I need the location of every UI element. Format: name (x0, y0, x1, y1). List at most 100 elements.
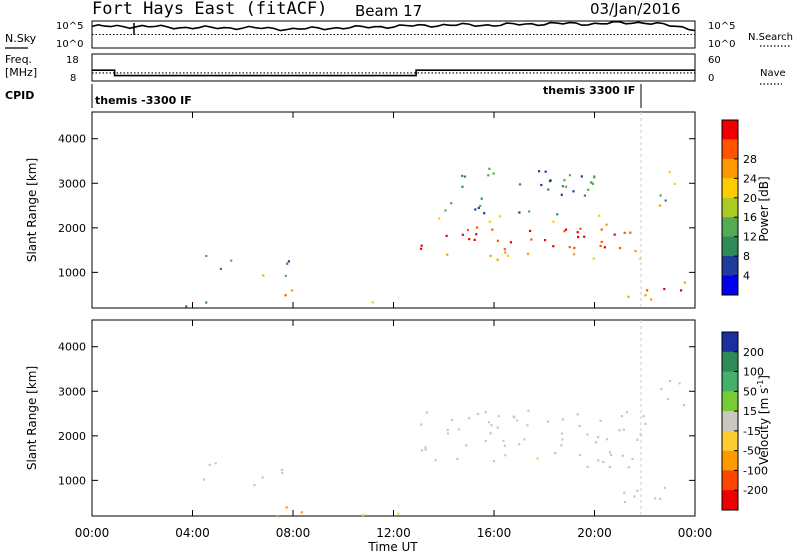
x-tick-label: 16:00 (477, 526, 512, 540)
colorbar-segment (722, 256, 738, 276)
scatter-cell (547, 188, 550, 191)
colorbar-segment (722, 158, 738, 179)
scatter-cell (578, 425, 581, 428)
scatter-cell (506, 254, 509, 257)
beam-title: Beam 17 (355, 2, 422, 20)
scatter-cell (682, 404, 685, 407)
freq-line (92, 69, 695, 77)
scatter-cell (561, 438, 564, 441)
freq-strip-frame (91, 53, 696, 82)
scatter-cell (560, 432, 564, 435)
scatter-cell (419, 247, 423, 250)
cpid-label: CPID (5, 89, 34, 102)
scatter-cell (578, 453, 581, 457)
freq-strip: Freq. [MHz] 18 8 60 0 Nave (5, 53, 786, 85)
scatter-cell (608, 451, 612, 454)
scatter-cell (425, 411, 428, 414)
velocity-colorbar: 200 100 50 15 -15 -50 -100 -200 (721, 331, 768, 511)
scatter-cell (468, 417, 471, 420)
scatter-cell (497, 415, 500, 418)
nsky-line (91, 20, 696, 32)
scatter-cell (208, 463, 211, 466)
scatter-cell (576, 231, 579, 234)
scatter-cell (446, 253, 449, 256)
scatter-cell (639, 257, 642, 260)
scatter-cell (499, 215, 502, 218)
scatter-cell (528, 210, 531, 213)
colorbar-segment (722, 411, 738, 432)
colorbar-segment (722, 490, 738, 511)
velocity-scatter (202, 379, 685, 518)
scatter-cell (561, 185, 564, 188)
y-tick-label: 3000 (58, 385, 86, 398)
scatter-cell (420, 449, 423, 452)
scatter-cell (529, 229, 532, 232)
scatter-cell (479, 204, 482, 207)
scatter-cell (476, 226, 479, 229)
scatter-cell (287, 260, 290, 263)
scatter-cell (599, 419, 602, 422)
colorbar-tick-label: 16 (743, 211, 757, 224)
colorbar-segment (722, 217, 738, 238)
scatter-cell (261, 476, 264, 479)
scatter-cell (253, 484, 256, 487)
scatter-cell (205, 254, 208, 258)
scatter-cell (473, 238, 476, 241)
scatter-cell (466, 228, 469, 232)
scatter-cell (653, 497, 657, 500)
scatter-cell (605, 438, 608, 441)
colorbar-segment (722, 120, 738, 140)
colorbar-tick-label: 15 (743, 405, 757, 418)
scatter-cell (286, 262, 289, 265)
scatter-cell (516, 419, 519, 422)
colorbar-tick-label: -15 (743, 425, 761, 438)
freq-ytick-bottom: 8 (70, 73, 76, 84)
colorbar-segment (722, 197, 738, 218)
cpid-mode-2: themis 3300 IF (543, 84, 635, 97)
scatter-cell (480, 197, 483, 200)
scatter-cell (602, 460, 605, 464)
scatter-cell (526, 252, 530, 256)
scatter-cell (608, 465, 611, 469)
scatter-cell (650, 298, 653, 301)
scatter-cell (477, 206, 480, 210)
scatter-cell (625, 411, 629, 414)
y-tick-label: 1000 (58, 266, 86, 279)
y-tick-label: 2000 (58, 222, 86, 235)
nave-ytick-bottom: 0 (708, 73, 714, 84)
velocity-panel: 1000 2000 3000 4000 Slant Range [km] (25, 319, 696, 518)
scatter-cell (560, 444, 563, 447)
scatter-cell (618, 429, 621, 432)
nsky-ytick-bottom: 10^0 (56, 39, 83, 50)
colorbar-tick-label: 8 (743, 250, 750, 263)
x-tick-label: 08:00 (276, 526, 311, 540)
scatter-cell (636, 438, 639, 441)
scatter-cell (509, 241, 512, 244)
colorbar-tick-label: -50 (743, 445, 761, 458)
scatter-cell (613, 233, 616, 236)
scatter-cell (623, 231, 626, 234)
scatter-cell (576, 413, 579, 416)
scatter-cell (664, 199, 667, 202)
scatter-cell (484, 411, 487, 414)
scatter-cell (488, 220, 491, 223)
cpid-mode-1: themis -3300 IF (95, 94, 192, 107)
colorbar-segment (722, 332, 738, 353)
scatter-cell (540, 183, 543, 187)
scatter-cell (568, 174, 571, 177)
scatter-cell (420, 244, 423, 247)
power-y-axis: 1000 2000 3000 4000 (58, 133, 695, 279)
scatter-cell (438, 217, 441, 220)
scatter-cell (549, 179, 552, 182)
scatter-cell (504, 454, 507, 457)
colorbar-tick-label: 100 (743, 366, 764, 379)
scatter-cell (496, 258, 499, 261)
velocity-y-axis: 1000 2000 3000 4000 (58, 341, 695, 487)
scatter-cell (465, 444, 468, 447)
scatter-cell (444, 209, 447, 212)
scatter-cell (666, 398, 669, 401)
scatter-cell (518, 211, 521, 214)
scatter-cell (284, 294, 287, 297)
colorbar-tick-label: -100 (743, 464, 768, 477)
scatter-cell (610, 453, 613, 457)
